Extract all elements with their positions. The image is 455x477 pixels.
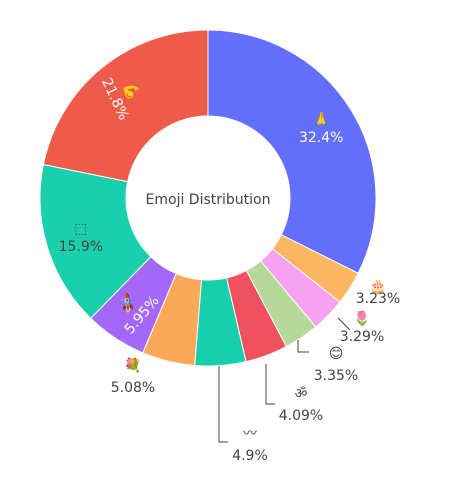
slice-percent-label: 4.09% (279, 408, 323, 424)
slice-emoji-label: ॐ (295, 386, 308, 402)
slice-percent-label: 3.29% (340, 329, 384, 345)
slice-percent-label: 15.9% (59, 239, 103, 255)
slice-emoji-label: 🌷 (353, 310, 370, 327)
slice-emoji-label: 💐 (124, 356, 141, 374)
leader-line (297, 340, 309, 353)
slice-percent-label: 3.35% (314, 368, 358, 384)
leader-lines (218, 317, 351, 443)
center-title: Emoji Distribution (146, 192, 271, 208)
slice-emoji-label: 💪 (120, 80, 143, 103)
slice-emoji-label: 😊 (329, 346, 344, 362)
donut-slice[interactable] (42, 29, 209, 183)
slice-emoji-label: 🙏 (312, 111, 329, 128)
slice-percent-label: 32.4% (299, 130, 343, 146)
leader-line (218, 366, 228, 443)
donut-slice[interactable] (207, 29, 377, 275)
slice-emoji-label: 🎂 (369, 277, 386, 295)
slice-percent-label: 3.23% (356, 291, 400, 307)
slice-percent-label: 5.08% (111, 380, 155, 396)
leader-line (337, 317, 351, 331)
slice-emoji-label: 〰 (243, 426, 257, 442)
leader-line (265, 364, 275, 405)
donut-slices (39, 29, 377, 367)
donut-slice[interactable] (39, 163, 152, 320)
slice-percent-label: 4.9% (232, 448, 268, 464)
slice-emoji-label: ⬚ (74, 221, 87, 237)
